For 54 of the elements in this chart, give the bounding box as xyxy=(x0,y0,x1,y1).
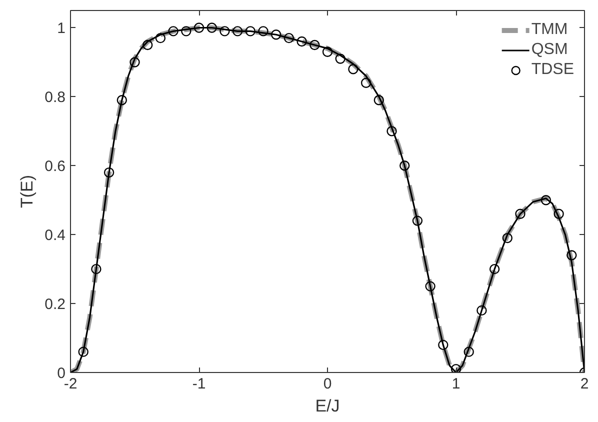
point xyxy=(155,32,166,44)
y-tick-label: 1 xyxy=(57,20,66,38)
legend-label: TMM xyxy=(531,21,568,39)
y-tick-label: 0.2 xyxy=(44,296,66,314)
point xyxy=(489,264,500,274)
point xyxy=(450,364,462,372)
point xyxy=(284,32,294,44)
legend-label: TDSE xyxy=(531,61,574,79)
point xyxy=(142,40,153,50)
point xyxy=(360,78,372,88)
x-tick-label: 2 xyxy=(580,376,589,392)
point xyxy=(554,208,564,219)
point xyxy=(502,232,512,244)
point xyxy=(232,26,243,36)
point xyxy=(245,26,256,36)
x-tick-label: -1 xyxy=(192,376,206,392)
point xyxy=(348,64,358,74)
point xyxy=(78,346,88,357)
x-tick-label: 1 xyxy=(452,376,460,392)
point xyxy=(130,57,140,68)
point xyxy=(438,340,448,350)
point xyxy=(310,40,320,50)
point xyxy=(566,250,577,260)
point xyxy=(296,36,307,47)
point xyxy=(476,305,487,316)
point xyxy=(386,126,397,136)
point xyxy=(425,281,436,292)
x-tick-label: 0 xyxy=(323,376,332,392)
y-tick-label: 0.4 xyxy=(44,227,66,244)
point xyxy=(206,22,217,33)
y-tick-label: 0.8 xyxy=(44,89,66,106)
point xyxy=(258,26,268,36)
x-tick-label: -2 xyxy=(64,376,78,392)
point xyxy=(271,30,282,40)
y-tick-label: 0.6 xyxy=(44,158,66,176)
point xyxy=(540,195,552,206)
point xyxy=(168,26,178,36)
y-tick-label: 0 xyxy=(57,365,66,382)
point xyxy=(374,95,384,106)
legend-label: QSM xyxy=(531,41,568,59)
point xyxy=(400,160,410,171)
y-axis-title: T(E) xyxy=(18,174,37,208)
point xyxy=(194,22,204,33)
point xyxy=(412,216,423,226)
point xyxy=(515,208,526,219)
point xyxy=(220,26,230,36)
point xyxy=(181,26,192,36)
point xyxy=(464,346,474,357)
point xyxy=(91,264,102,274)
point xyxy=(322,46,333,57)
point xyxy=(335,54,346,64)
point xyxy=(104,167,114,178)
point xyxy=(116,95,127,106)
x-axis-title: E/J xyxy=(315,396,340,416)
